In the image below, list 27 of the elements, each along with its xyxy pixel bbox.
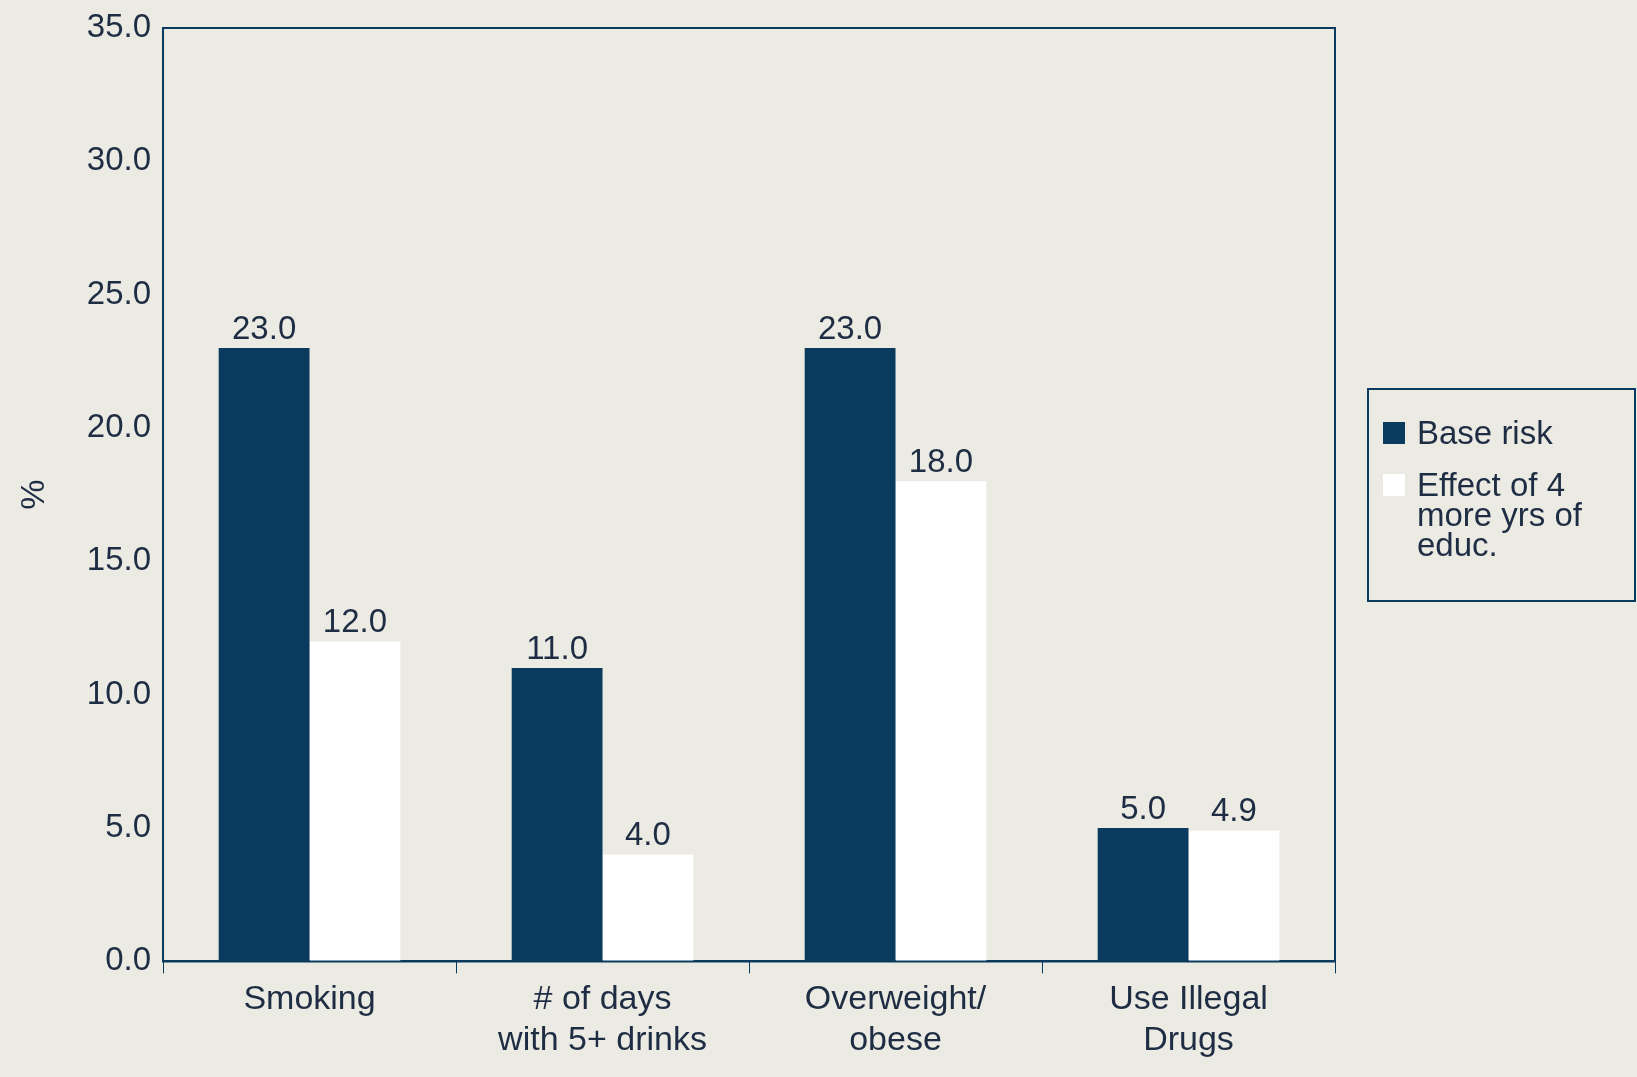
x-tick-label: Use Illegal Drugs: [1109, 978, 1268, 1057]
x-tick-label: Overweight/ obese: [804, 978, 987, 1057]
legend-label: Base risk: [1417, 413, 1553, 451]
y-tick-label: 35.0: [86, 7, 152, 45]
bar: [1188, 830, 1280, 962]
data-label: 18.0: [908, 441, 974, 479]
y-tick-label: 25.0: [86, 273, 152, 311]
y-tick-label: 20.0: [86, 407, 152, 445]
bar: [602, 854, 694, 962]
y-tick-label: 10.0: [86, 673, 152, 711]
x-tick-label: Smoking: [243, 978, 376, 1017]
data-label: 11.0: [526, 628, 588, 666]
bar: [309, 641, 401, 962]
y-tick-label: 15.0: [86, 540, 152, 578]
data-label: 4.0: [624, 815, 671, 853]
data-label: 12.0: [322, 601, 388, 639]
legend-label: Effect of 4 more yrs of educ.: [1417, 465, 1584, 563]
y-axis-title: %: [12, 479, 51, 510]
y-tick-label: 5.0: [105, 807, 152, 845]
y-tick-label: 0.0: [105, 940, 152, 978]
data-label: 23.0: [231, 308, 297, 346]
data-label: 5.0: [1120, 788, 1167, 826]
data-label: 23.0: [817, 308, 883, 346]
bar: [895, 481, 987, 962]
data-label: 4.9: [1210, 791, 1257, 829]
y-tick-label: 30.0: [86, 140, 152, 178]
x-tick-label: # of days with 5+ drinks: [497, 978, 707, 1057]
